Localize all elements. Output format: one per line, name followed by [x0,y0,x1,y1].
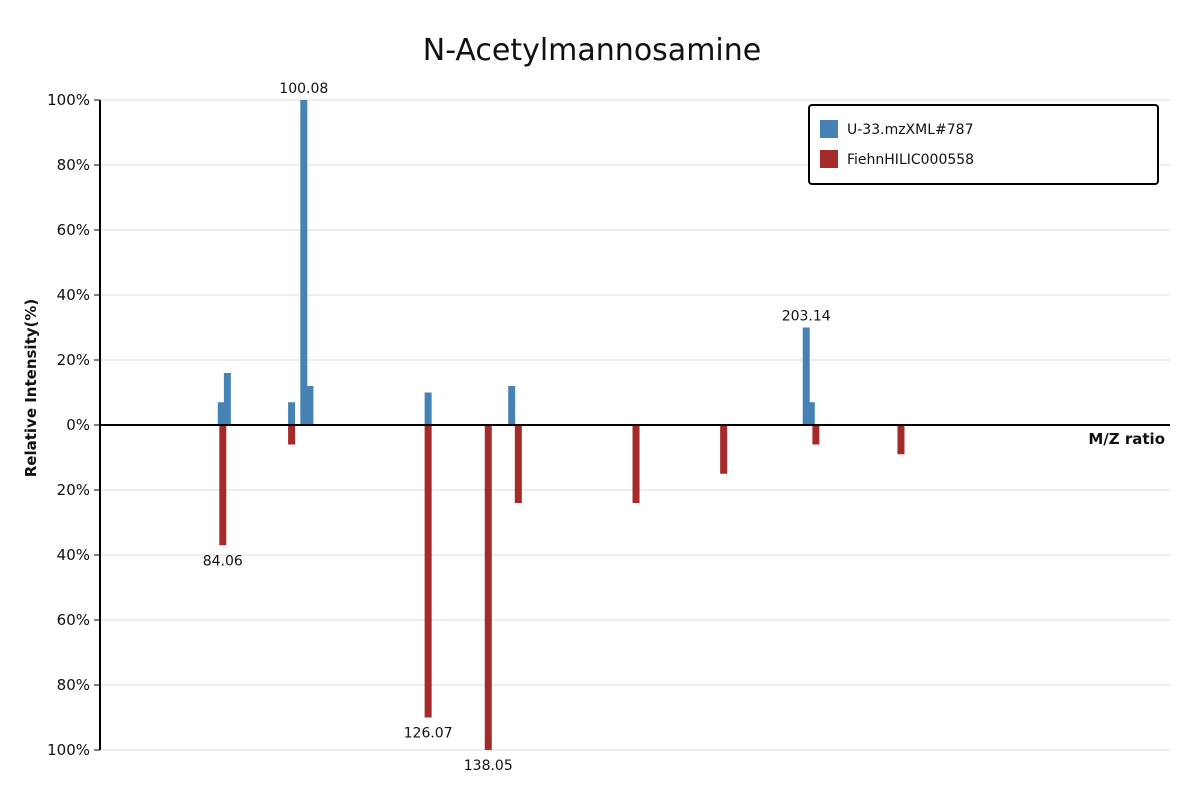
y-tick-label: 20% [57,351,90,369]
sample-peak-label: 100.08 [279,81,328,97]
reference-peak-bar [514,425,522,503]
reference-peak-bar [632,425,640,503]
y-tick-label: 80% [57,156,90,174]
sample-peak-bar [802,327,810,425]
y-tick-label: 80% [57,676,90,694]
reference-peak-bar [484,425,492,750]
reference-peak-label: 138.05 [464,758,513,774]
legend-swatch-sample [820,120,838,138]
reference-peak-bar [424,425,432,718]
y-tick-label: 0% [66,416,90,434]
y-tick-label: 60% [57,221,90,239]
y-tick-label: 100% [47,91,90,109]
sample-peak-bar [223,373,231,425]
reference-peak-bar [720,425,728,474]
chart-title: N-Acetylmannosamine [423,33,761,68]
peak-labels: 100.08 203.14 84.06 126.07 138.05 [203,81,831,774]
legend: U-33.mzXML#787 FiehnHILIC000558 [808,104,1159,185]
y-axis-label: Relative Intensity(%) [22,299,40,478]
sample-peak-bar [424,392,432,425]
sample-peak-bar [508,386,516,425]
reference-peak-bar [288,425,296,445]
y-tick-label: 20% [57,481,90,499]
legend-swatch-reference [820,150,838,168]
reference-peak-bar [219,425,227,546]
sample-peak-bar [300,100,308,425]
legend-entry-sample: U-33.mzXML#787 [847,122,973,138]
reference-peak-label: 126.07 [404,726,453,742]
reference-peak-label: 84.06 [203,553,243,569]
y-tick-label: 40% [57,286,90,304]
sample-peak-bar [288,402,296,425]
legend-entry-reference: FiehnHILIC000558 [847,152,974,168]
sample-peak-bar [807,402,815,425]
sample-peak-bar [217,402,225,425]
legend-box [808,104,1159,185]
y-tick-labels: 0% 20% 40% 60% 80% 100% 20% 40% 60% 80% 100% [47,91,100,759]
y-tick-label: 100% [47,741,90,759]
y-tick-label: 60% [57,611,90,629]
sample-peak-bar [306,386,314,425]
reference-peak-bar [812,425,820,445]
x-axis-label: M/Z ratio [1088,430,1165,448]
peaks [217,100,905,750]
y-tick-label: 40% [57,546,90,564]
sample-peak-label: 203.14 [782,309,831,325]
reference-peak-bar [897,425,905,455]
